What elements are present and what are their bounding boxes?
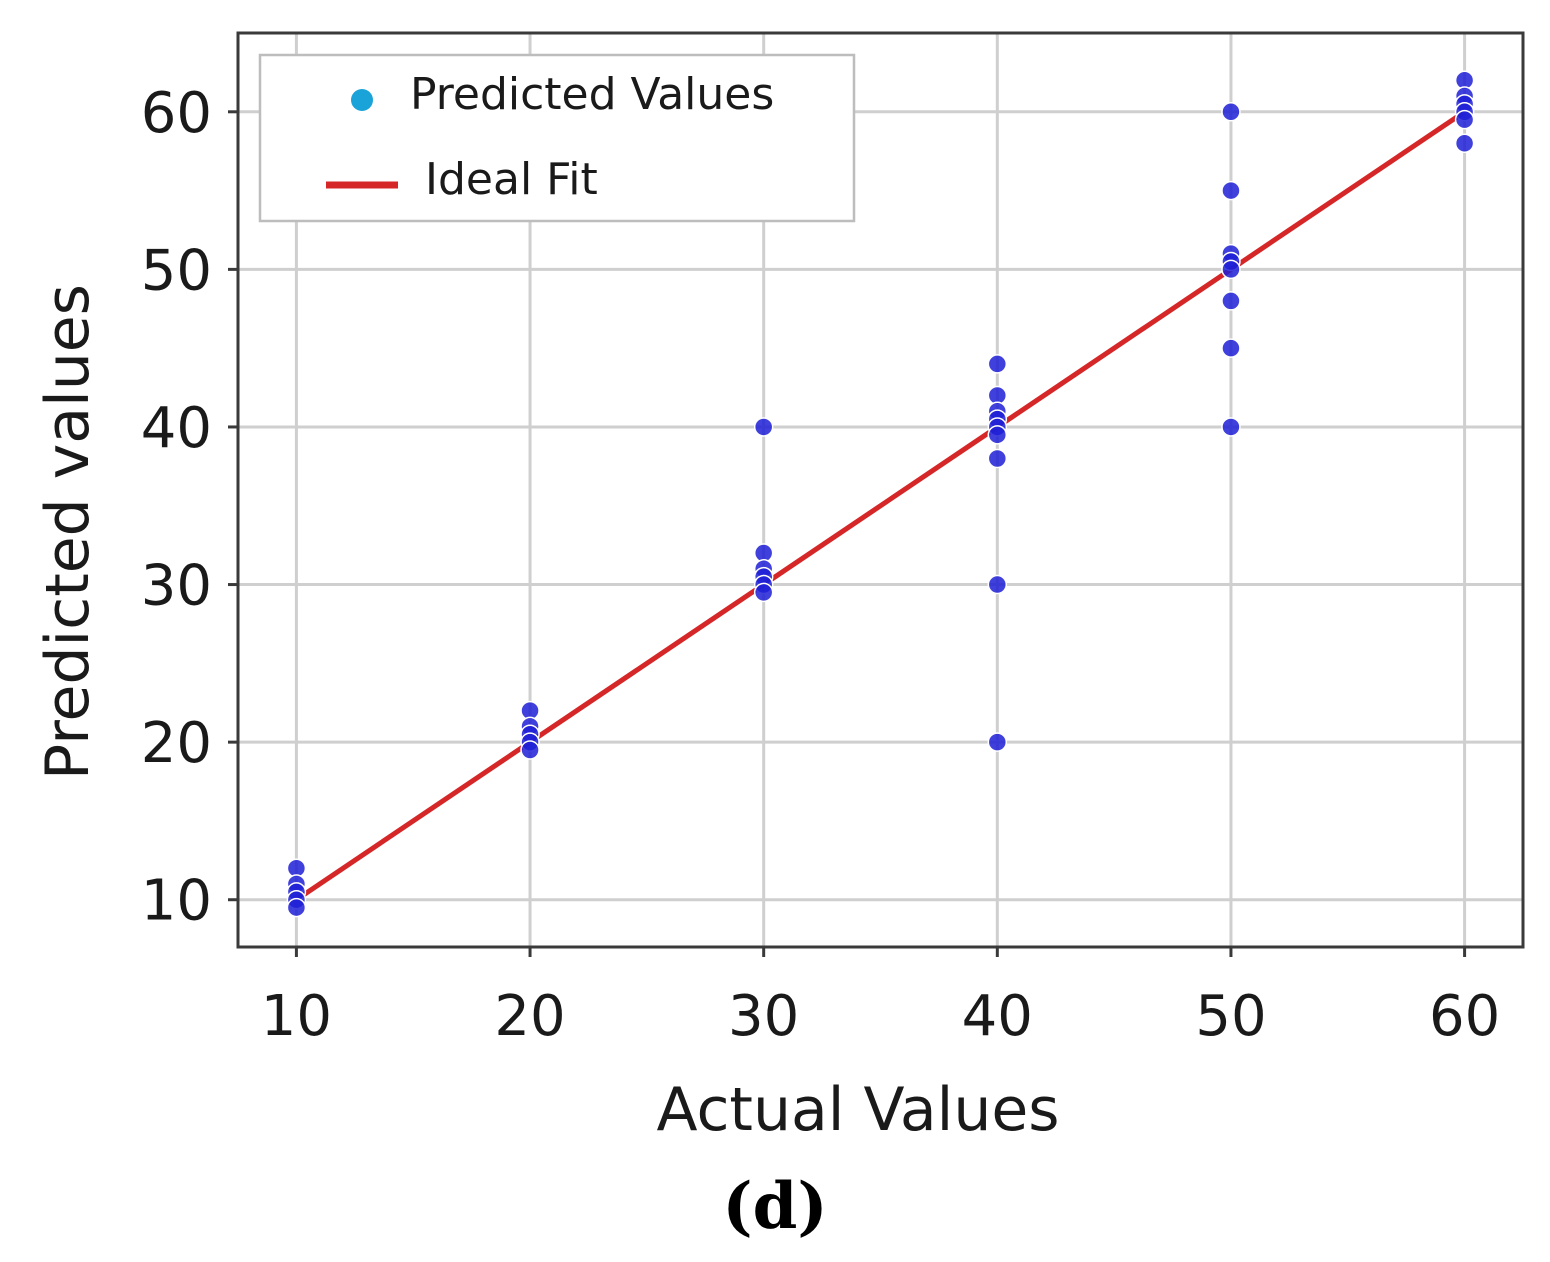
- scatter-point: [1221, 102, 1241, 122]
- scatter-point: [753, 417, 774, 437]
- x-tick-label: 50: [1195, 984, 1266, 1049]
- scatter-point: [987, 448, 1008, 469]
- plot-frame: [236, 31, 1525, 949]
- scatter-point: [1221, 180, 1241, 201]
- legend-box: [258, 53, 856, 223]
- x-axis-ticks: 10 20 30 40 50 60: [261, 947, 1500, 1049]
- scatter-point: [987, 354, 1008, 374]
- scatter-point: [1221, 338, 1241, 358]
- scatter-point: [1221, 417, 1241, 437]
- legend: Predicted Values Ideal Fit: [258, 53, 856, 223]
- x-axis-title: Actual Values: [656, 1075, 1059, 1145]
- y-axis-title: Predicted values: [33, 284, 103, 780]
- scatter-point: [753, 582, 774, 603]
- scatter-point: [286, 897, 307, 918]
- ideal-fit-line: [295, 109, 1466, 902]
- scatter-point: [520, 740, 540, 760]
- scatter-point: [1454, 133, 1475, 154]
- legend-label-ideal-fit: Ideal Fit: [425, 154, 598, 205]
- legend-marker-predicted: [351, 89, 373, 111]
- y-tick-label: 10: [141, 869, 212, 934]
- scatter-point: [987, 574, 1008, 595]
- scatter-points: [286, 70, 1475, 918]
- scatter-point: [987, 425, 1008, 445]
- scatter-point: [1454, 109, 1475, 130]
- ideal-fit-layer: [295, 109, 1466, 902]
- x-tick-label: 20: [494, 984, 565, 1049]
- x-tick-label: 10: [261, 984, 332, 1049]
- panel-label: (d): [722, 1169, 827, 1244]
- scatter-point: [1221, 259, 1241, 280]
- y-tick-label: 40: [141, 396, 212, 461]
- y-tick-label: 20: [141, 711, 212, 776]
- y-axis-ticks: 10 20 30 40 50 60: [141, 81, 238, 934]
- y-tick-label: 60: [141, 81, 212, 146]
- scatter-point: [987, 732, 1008, 752]
- y-tick-label: 30: [141, 554, 212, 619]
- legend-label-predicted: Predicted Values: [410, 69, 774, 120]
- x-tick-label: 30: [728, 984, 799, 1049]
- x-tick-label: 60: [1429, 984, 1500, 1049]
- x-tick-label: 40: [962, 984, 1033, 1049]
- scatter-point: [1221, 291, 1241, 311]
- y-tick-label: 50: [141, 238, 212, 303]
